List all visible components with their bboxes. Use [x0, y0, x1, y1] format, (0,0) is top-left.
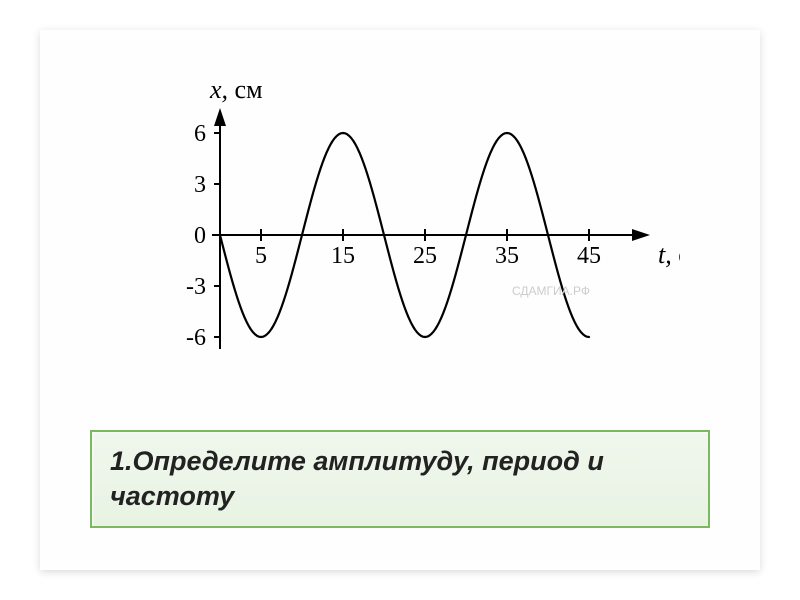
svg-text:6: 6: [194, 121, 206, 147]
slide-frame: -6 -3 0 3 6 5 15 25 35 45 x, см t, с СДАМГИА.РФ 1.Оп…: [40, 30, 760, 570]
svg-text:3: 3: [194, 172, 206, 198]
svg-text:15: 15: [331, 243, 355, 269]
svg-text:25: 25: [413, 243, 437, 269]
svg-text:-3: -3: [186, 274, 206, 300]
svg-text:5: 5: [255, 243, 267, 269]
svg-text:45: 45: [577, 243, 601, 269]
question-text: 1.Определите амплитуду, период и частоту: [110, 444, 690, 514]
chart-svg: -6 -3 0 3 6 5 15 25 35 45 x, см t, с СДАМГИА.РФ: [120, 60, 680, 390]
svg-text:35: 35: [495, 243, 519, 269]
oscillation-chart: -6 -3 0 3 6 5 15 25 35 45 x, см t, с СДАМГИА.РФ: [120, 60, 680, 390]
svg-text:СДАМГИА.РФ: СДАМГИА.РФ: [512, 284, 590, 298]
question-box: 1.Определите амплитуду, период и частоту: [90, 430, 710, 528]
svg-text:x, см: x, см: [209, 75, 263, 104]
svg-text:t, с: t, с: [658, 240, 680, 269]
question-number: 1.: [110, 446, 133, 476]
svg-text:0: 0: [194, 223, 206, 249]
svg-text:-6: -6: [186, 325, 206, 351]
question-body: Определите амплитуду, период и частоту: [110, 446, 604, 511]
